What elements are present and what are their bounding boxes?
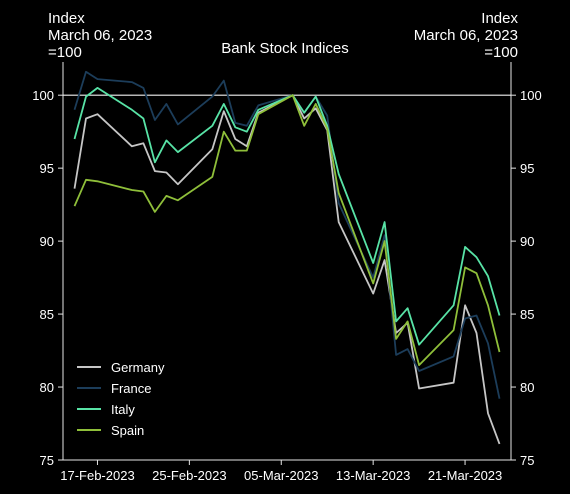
series-line-spain xyxy=(73,94,501,366)
legend-label-italy: Italy xyxy=(111,402,135,417)
legend-label-spain: Spain xyxy=(111,423,144,438)
x-tick-label: 25-Feb-2023 xyxy=(152,468,226,483)
y-tick-label-left: 85 xyxy=(40,307,54,322)
y-tick-label-right: 90 xyxy=(520,234,534,249)
series-line-italy xyxy=(73,87,501,346)
series-line-germany xyxy=(73,94,501,445)
series-line-france xyxy=(73,70,501,399)
x-tick-label: 21-Mar-2023 xyxy=(428,468,502,483)
series-layer xyxy=(73,70,501,445)
y-tick-label-right: 80 xyxy=(520,380,534,395)
legend-label-france: France xyxy=(111,381,151,396)
y-tick-label-left: 95 xyxy=(40,161,54,176)
legend-label-germany: Germany xyxy=(111,360,165,375)
y-tick-label-left: 80 xyxy=(40,380,54,395)
y-tick-label-right: 85 xyxy=(520,307,534,322)
y-tick-label-left: 75 xyxy=(40,453,54,468)
y-tick-label-right: 100 xyxy=(520,88,542,103)
right-axis-caption: Index March 06, 2023 =100 xyxy=(413,10,518,61)
x-tick-label: 17-Feb-2023 xyxy=(60,468,134,483)
y-tick-label-right: 95 xyxy=(520,161,534,176)
left-axis-caption: Index March 06, 2023 =100 xyxy=(48,10,153,61)
y-tick-label-right: 75 xyxy=(520,453,534,468)
legend: Germany France Italy Spain xyxy=(77,360,165,438)
y-tick-label-left: 100 xyxy=(32,88,54,103)
x-tick-label: 13-Mar-2023 xyxy=(336,468,410,483)
axes: 75 75 80 80 85 85 90 90 95 95 100 100 17-Feb-2023 25-… xyxy=(32,62,542,483)
x-tick-label: 05-Mar-2023 xyxy=(244,468,318,483)
y-tick-label-left: 90 xyxy=(40,234,54,249)
chart-title: Bank Stock Indices xyxy=(221,40,349,57)
